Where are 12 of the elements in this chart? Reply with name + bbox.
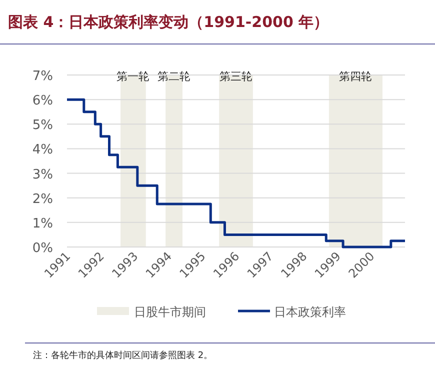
y-tick-label: 4%: [32, 142, 53, 158]
text: 注：各轮牛市的具体时间区间请参照图表 2。: [33, 350, 213, 361]
legend-label: 日本政策利率: [274, 305, 346, 319]
y-tick-label: 2%: [32, 192, 53, 207]
y-tick-label: 7%: [32, 69, 53, 84]
y-tick-label: 6%: [32, 94, 53, 109]
title: 图表 4：日本政策利率变动（1991-2000 年）: [8, 13, 329, 31]
y-tick-label: 0%: [32, 241, 53, 256]
y-tick-label: 3%: [32, 167, 53, 182]
y-tick-label: 1%: [32, 216, 53, 232]
legend: 日股牛市期间 日本政策利率: [97, 305, 346, 319]
y-tick-label: 5%: [32, 118, 53, 134]
